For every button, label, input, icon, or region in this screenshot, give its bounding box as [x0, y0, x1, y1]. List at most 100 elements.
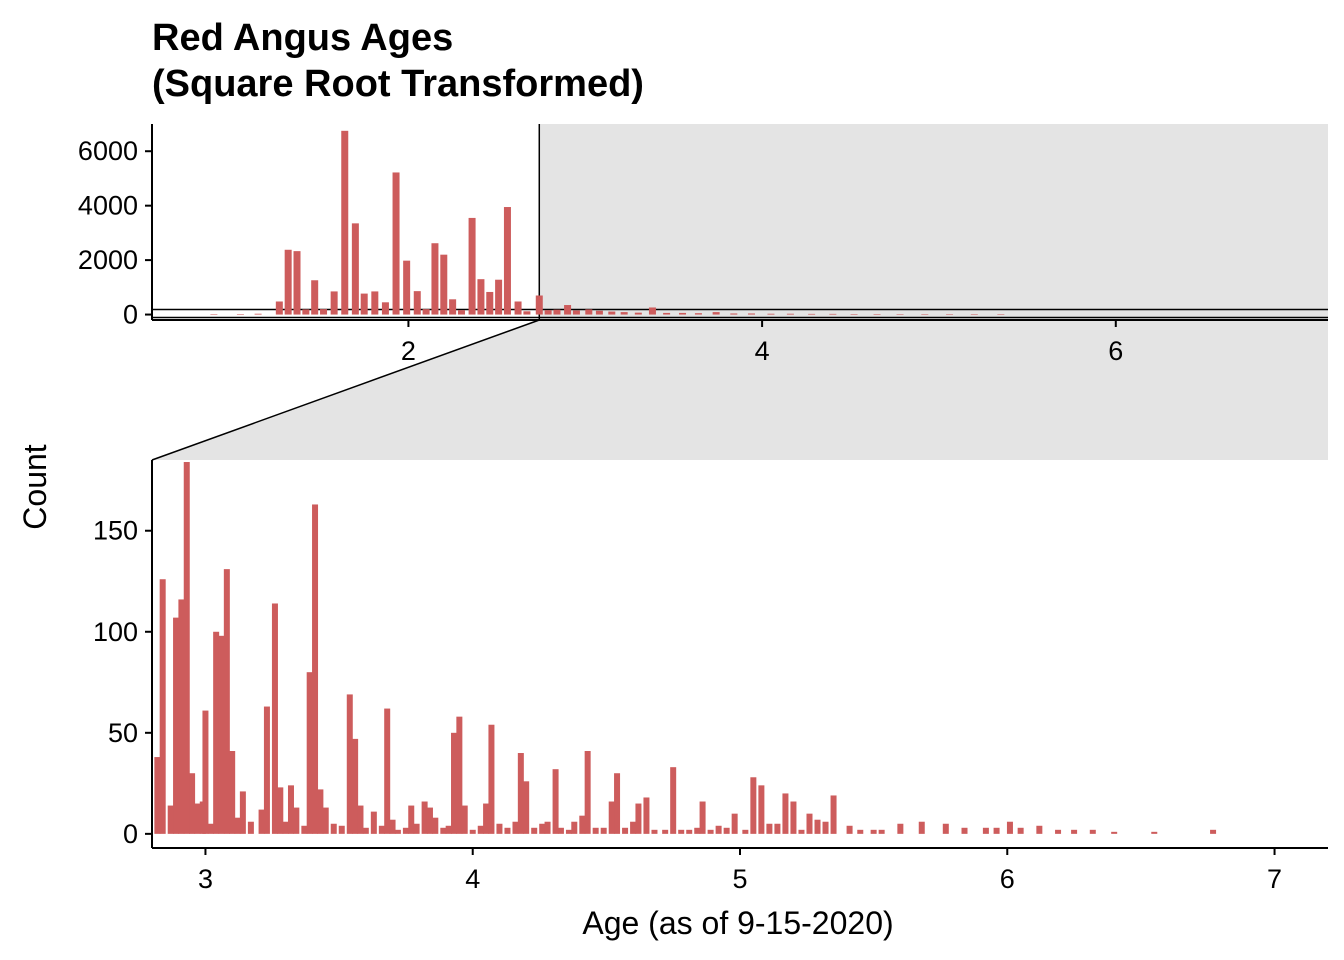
detail-bar-75	[630, 821, 637, 834]
overview-bar-22	[457, 310, 465, 315]
detail-bar-49	[451, 732, 458, 834]
zoom-shade-overview	[539, 124, 1328, 320]
overview-bar-27	[503, 207, 511, 315]
detail-bar-107	[942, 823, 949, 834]
detail-bar-70	[592, 827, 599, 834]
detail-bar-12	[218, 635, 225, 834]
detail-bar-81	[678, 829, 685, 834]
detail-bar-10	[207, 823, 214, 834]
detail-bar-56	[496, 823, 503, 834]
overview-bar-13	[371, 291, 379, 315]
detail-bar-15	[234, 817, 241, 834]
overview-bar-35	[585, 309, 593, 315]
overview-bar-43	[694, 313, 702, 315]
overview-y-tick-label: 4000	[78, 191, 138, 221]
overview-bar-12	[360, 293, 368, 315]
overview-bar-49	[808, 313, 816, 315]
detail-bar-82	[686, 829, 693, 834]
detail-bar-26	[306, 672, 313, 834]
detail-bar-84	[699, 801, 706, 834]
detail-bar-19	[263, 706, 270, 834]
detail-bar-74	[622, 827, 629, 834]
detail-bar-9	[202, 710, 209, 834]
overview-bar-47	[767, 313, 775, 315]
detail-bar-80	[670, 767, 677, 834]
detail-bar-16	[239, 791, 246, 834]
overview-bar-28	[514, 301, 522, 315]
x-axis-title: Age (as of 9-15-2020)	[582, 905, 893, 941]
detail-bar-105	[897, 823, 904, 834]
detail-bar-93	[774, 823, 781, 834]
detail-bar-111	[1006, 821, 1013, 834]
overview-y-tick-label: 6000	[78, 136, 138, 166]
detail-bar-34	[357, 805, 364, 834]
detail-panel: 0 50 100 150 3 4 5 6 7	[93, 460, 1328, 894]
detail-bar-109	[982, 827, 989, 834]
overview-bar-11	[351, 223, 359, 315]
detail-bar-117	[1111, 831, 1118, 834]
overview-bar-54	[921, 314, 929, 315]
detail-bar-46	[432, 817, 439, 834]
detail-x-tick-label: 6	[1000, 864, 1015, 894]
detail-bar-90	[750, 777, 757, 834]
overview-bar-45	[730, 313, 738, 315]
overview-x-tick-label: 6	[1108, 336, 1123, 366]
detail-bar-91	[758, 785, 765, 834]
detail-x-tick-label: 7	[1267, 864, 1282, 894]
detail-bar-64	[552, 769, 559, 834]
detail-bar-106	[918, 821, 925, 834]
overview-bar-1	[236, 314, 244, 315]
detail-bar-7	[194, 803, 201, 834]
detail-bar-28	[317, 789, 324, 834]
overview-bar-32	[553, 309, 561, 315]
overview-bar-21	[449, 299, 457, 315]
overview-bar-53	[896, 314, 904, 315]
overview-bar-46	[747, 313, 755, 315]
overview-bar-26	[495, 279, 503, 315]
detail-bar-18	[258, 809, 265, 834]
detail-bar-101	[846, 825, 853, 834]
detail-bar-40	[394, 829, 401, 834]
detail-bar-108	[961, 827, 968, 834]
detail-bar-110	[993, 827, 1000, 834]
overview-bar-24	[477, 279, 485, 315]
overview-bar-7	[311, 280, 319, 315]
detail-bar-29	[322, 807, 329, 834]
detail-bar-104	[878, 829, 885, 834]
detail-bar-31	[338, 825, 345, 834]
detail-bar-113	[1036, 825, 1043, 834]
detail-bar-39	[389, 819, 396, 834]
detail-bar-3	[173, 617, 180, 834]
overview-bar-37	[608, 311, 616, 315]
overview-bar-8	[320, 309, 328, 315]
detail-bar-48	[445, 825, 452, 834]
detail-bar-112	[1017, 827, 1024, 834]
detail-bar-17	[247, 821, 254, 834]
overview-bar-34	[572, 310, 580, 315]
overview-bar-19	[431, 243, 439, 315]
overview-bar-55	[946, 314, 954, 315]
detail-bar-21	[277, 787, 284, 834]
detail-bar-58	[512, 821, 519, 834]
detail-bar-115	[1071, 829, 1078, 834]
detail-bar-1	[159, 579, 166, 834]
detail-bar-78	[651, 829, 658, 834]
overview-bar-4	[284, 249, 292, 315]
chart-title-line-2: (Square Root Transformed)	[152, 63, 644, 105]
detail-bar-2	[167, 805, 174, 834]
detail-bar-83	[694, 827, 701, 834]
detail-bar-25	[301, 825, 308, 834]
detail-x-tick-label: 5	[732, 864, 747, 894]
detail-bar-37	[378, 825, 385, 834]
detail-bar-24	[293, 807, 300, 834]
detail-bar-44	[421, 801, 428, 834]
detail-bar-32	[346, 694, 353, 834]
detail-bar-55	[488, 724, 495, 834]
detail-bar-86	[715, 825, 722, 834]
detail-bar-42	[408, 805, 415, 834]
detail-bar-27	[312, 504, 319, 834]
detail-bar-92	[766, 823, 773, 834]
overview-bar-57	[997, 314, 1005, 315]
overview-bar-31	[544, 310, 552, 315]
overview-x-tick-label: 2	[401, 336, 416, 366]
